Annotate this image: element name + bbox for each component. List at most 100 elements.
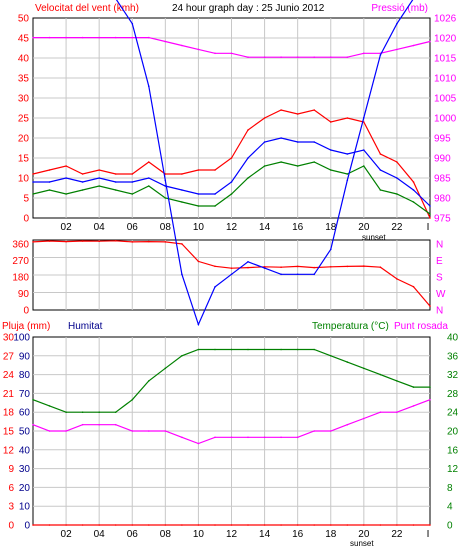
series-3-point [247,56,249,58]
wind-speed-tick: 35 [18,74,30,85]
series-3-point [32,36,34,39]
series-1-point [131,193,134,195]
series-2-point [48,181,51,183]
humidity-tick: 100 [13,333,30,344]
series-1-point [263,165,266,167]
humidity-tick: 40 [19,445,31,456]
series-3-point [346,56,349,58]
chart-title: 24 hour graph day : 25 Junio 2012 [172,3,325,14]
series-0-point [197,260,200,263]
wind-pressure-series [32,36,431,219]
series-0-point [379,524,382,526]
series-1-point [98,185,100,187]
series-2-point [81,411,84,414]
series-0-point [98,169,100,171]
temperature-tick: 16 [447,445,459,456]
series-2-point [296,348,299,351]
series-0-point [114,240,117,242]
x-tick-label: 18 [325,529,337,540]
series-3-point [164,430,167,432]
series-2-point [379,169,382,171]
series-1-point [313,161,316,163]
series-2-point [230,181,233,183]
series-2-point [114,411,117,414]
series-3-point [396,411,398,414]
series-0-point [296,265,299,268]
x-tick-label: 12 [226,222,238,233]
humidity-tick: 0 [24,521,30,532]
series-0-point [363,265,365,267]
wind-speed-axis-label: Velocitat del vent (kmh) [35,3,139,14]
series-3-point [412,405,415,407]
series-1-point [247,177,249,179]
series-0-point [148,240,150,243]
series-1-point [214,205,216,207]
series-2-point [65,411,67,414]
rain-tick: 6 [8,483,14,494]
pressure-tick: 1005 [434,94,457,105]
series-2-point [181,355,183,357]
series-0-point [98,524,100,526]
series-1-point [280,161,282,163]
series-3-point [363,417,365,420]
direction-degree-tick: 180 [12,273,29,284]
series-3-point [48,430,51,432]
series-0-point [396,161,398,163]
series-2-point [164,367,167,370]
series-3-point [330,56,332,58]
direction-degree-tick: 270 [12,256,29,267]
series-2-point [197,193,200,195]
humidity-tick: 60 [19,408,31,419]
direction-degree-tick: 0 [23,306,29,317]
series-2-point [280,348,282,351]
temperature-tick-labels: 0 4 8 12 16 20 24 28 32 36 40 [447,333,459,532]
series-1-point [197,323,200,326]
x-tick-label: 06 [127,529,139,540]
wind-speed-tick: 30 [18,94,30,105]
series-0-point [346,524,349,526]
rain-tick-labels: 0 3 6 9 12 15 18 21 24 27 30 [3,333,15,532]
series-1-point [32,193,34,195]
series-0-point [330,121,332,123]
rain-tick: 15 [3,427,15,438]
series-2-point [412,189,415,191]
series-3-point [81,423,84,426]
x-tick-label: I [427,529,430,540]
x-tick-label: 12 [226,529,238,540]
series-2-point [429,205,431,207]
wind-speed-tick: 15 [18,154,30,165]
series-3-point [296,56,299,58]
x-tick-label: 14 [259,529,271,540]
series-1-point [296,273,299,276]
series-3-point [181,44,183,47]
series-2-point [32,398,34,401]
series-1-point [379,189,382,191]
series-0-point [346,265,349,268]
series-3-point [346,423,349,426]
series-0-point [412,524,415,526]
series-3-point [296,436,299,439]
pressure-tick: 1020 [434,34,457,45]
rain-tick: 30 [3,333,15,344]
series-0-point [263,266,266,268]
series-0-point [247,524,249,526]
series-0-point [81,240,84,242]
series-3-point [65,36,67,39]
series-2-point [313,141,316,143]
series-2-point [296,141,299,143]
series-0-point [65,524,67,526]
series-3-point [313,56,316,58]
x-tick-label: 22 [391,529,403,540]
humidity-tick: 90 [19,351,31,362]
temperature-tick: 24 [447,408,459,419]
series-0-point [181,243,183,245]
rain-humidity-temp-series [32,0,431,526]
series-0-point [330,266,332,268]
series-0-point [131,524,134,526]
series-0-point [65,240,67,243]
wind-pressure-x-tick-labels: 02 04 06 08 10 12 14 16 18 20 22 I [61,222,430,233]
humidity-tick: 10 [19,502,31,513]
series-2-point [429,386,431,388]
series-0-point [98,240,100,242]
series-0-point [48,524,51,526]
